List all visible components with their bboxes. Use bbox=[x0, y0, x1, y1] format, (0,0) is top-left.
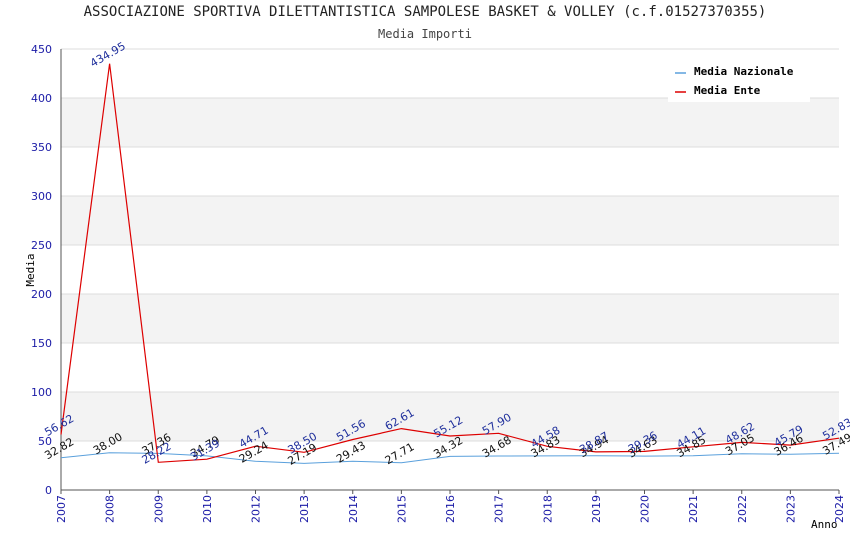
plot-bands bbox=[61, 98, 839, 441]
y-tick-label: 200 bbox=[31, 288, 52, 301]
plot-band bbox=[61, 196, 839, 245]
x-axis-title: Anno bbox=[811, 518, 838, 531]
x-tick-label: 2018 bbox=[541, 495, 554, 523]
y-tick-label: 350 bbox=[31, 141, 52, 154]
plot-band bbox=[61, 294, 839, 343]
x-tick-label: 2020 bbox=[639, 495, 652, 523]
y-tick-label: 400 bbox=[31, 92, 52, 105]
y-tick-label: 450 bbox=[31, 43, 52, 56]
chart-title: ASSOCIAZIONE SPORTIVA DILETTANTISTICA SA… bbox=[83, 4, 767, 20]
data-label-media-ente: 434.95 bbox=[88, 39, 128, 70]
x-tick-label: 2015 bbox=[395, 495, 408, 523]
legend-label-media-ente: Media Ente bbox=[694, 84, 761, 97]
x-tick-label: 2009 bbox=[152, 495, 165, 523]
x-tick-label: 2010 bbox=[201, 495, 214, 523]
x-tick-label: 2008 bbox=[104, 495, 117, 523]
y-tick-label: 150 bbox=[31, 337, 52, 350]
x-tick-label: 2019 bbox=[590, 495, 603, 523]
legend-background bbox=[668, 58, 810, 102]
legend-label-media-nazionale: Media Nazionale bbox=[694, 65, 794, 78]
x-tick-label: 2023 bbox=[784, 495, 797, 523]
x-tick-label: 2021 bbox=[687, 495, 700, 523]
x-tick-label: 2016 bbox=[444, 495, 457, 523]
legend: Media Nazionale Media Ente bbox=[668, 58, 810, 102]
plot-band bbox=[61, 98, 839, 147]
chart-subtitle: Media Importi bbox=[378, 27, 472, 41]
x-tick-labels: 2007 2008 2009 2010 2012 2013 2014 2015 2016 2017… bbox=[55, 490, 846, 523]
y-axis-title: Media bbox=[24, 253, 37, 286]
y-tick-label: 50 bbox=[38, 435, 52, 448]
series-line-media-nazionale bbox=[60, 452, 840, 464]
plot-band bbox=[61, 392, 839, 441]
x-tick-label: 2014 bbox=[347, 495, 360, 523]
series-line-media-ente bbox=[60, 63, 840, 463]
y-tick-label: 250 bbox=[31, 239, 52, 252]
x-tick-label: 2017 bbox=[493, 495, 506, 523]
grid-lines bbox=[61, 48, 839, 491]
x-tick-label: 2012 bbox=[250, 495, 263, 523]
x-tick-label: 2013 bbox=[298, 495, 311, 523]
y-tick-label: 100 bbox=[31, 386, 52, 399]
x-tick-label: 2007 bbox=[55, 495, 68, 523]
y-tick-label: 300 bbox=[31, 190, 52, 203]
y-tick-label: 0 bbox=[45, 484, 52, 497]
y-tick-labels: 0 50 100 150 200 250 300 350 400 450 bbox=[31, 43, 52, 497]
x-tick-label: 2022 bbox=[736, 495, 749, 523]
x-tick-label: 2024 bbox=[833, 495, 846, 523]
series-lines bbox=[60, 63, 840, 464]
